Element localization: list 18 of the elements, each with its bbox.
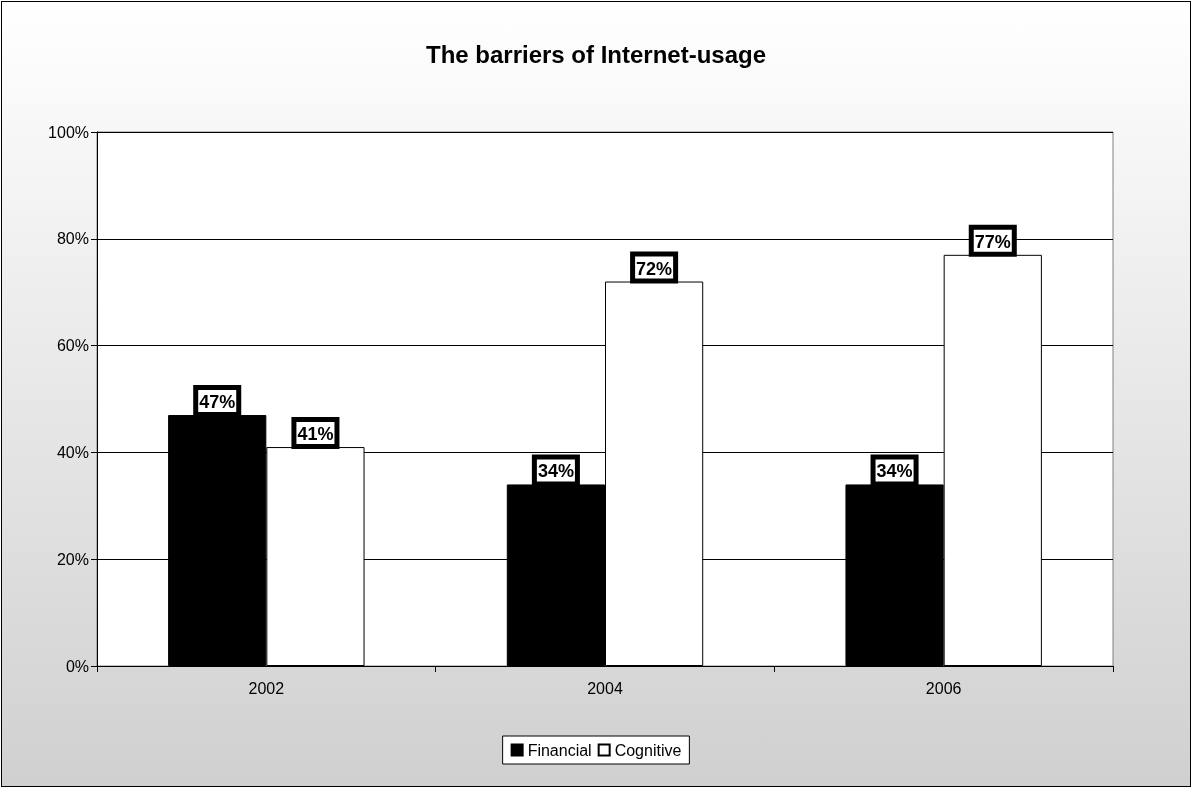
x-tick-label: 2006 [925,679,962,697]
x-tick-label: 2004 [587,679,623,697]
data-label: 47% [199,392,236,413]
data-label: 34% [876,461,913,482]
y-tick-label: 0% [65,657,89,675]
y-tick-label: 60% [56,337,89,355]
data-label: 72% [636,258,673,279]
y-tick-label: 80% [56,230,89,248]
data-label: 41% [297,424,334,445]
y-tick-label: 20% [56,550,89,568]
data-label: 34% [537,461,574,482]
x-tick-label: 2002 [248,679,285,697]
chart-title: The barriers of Internet-usage [425,40,767,68]
y-tick-label: 40% [56,443,89,461]
y-tick-label: 100% [48,123,89,141]
data-label: 77% [974,231,1011,252]
legend-label: Financial [527,741,592,759]
legend-label: Cognitive [614,741,682,759]
